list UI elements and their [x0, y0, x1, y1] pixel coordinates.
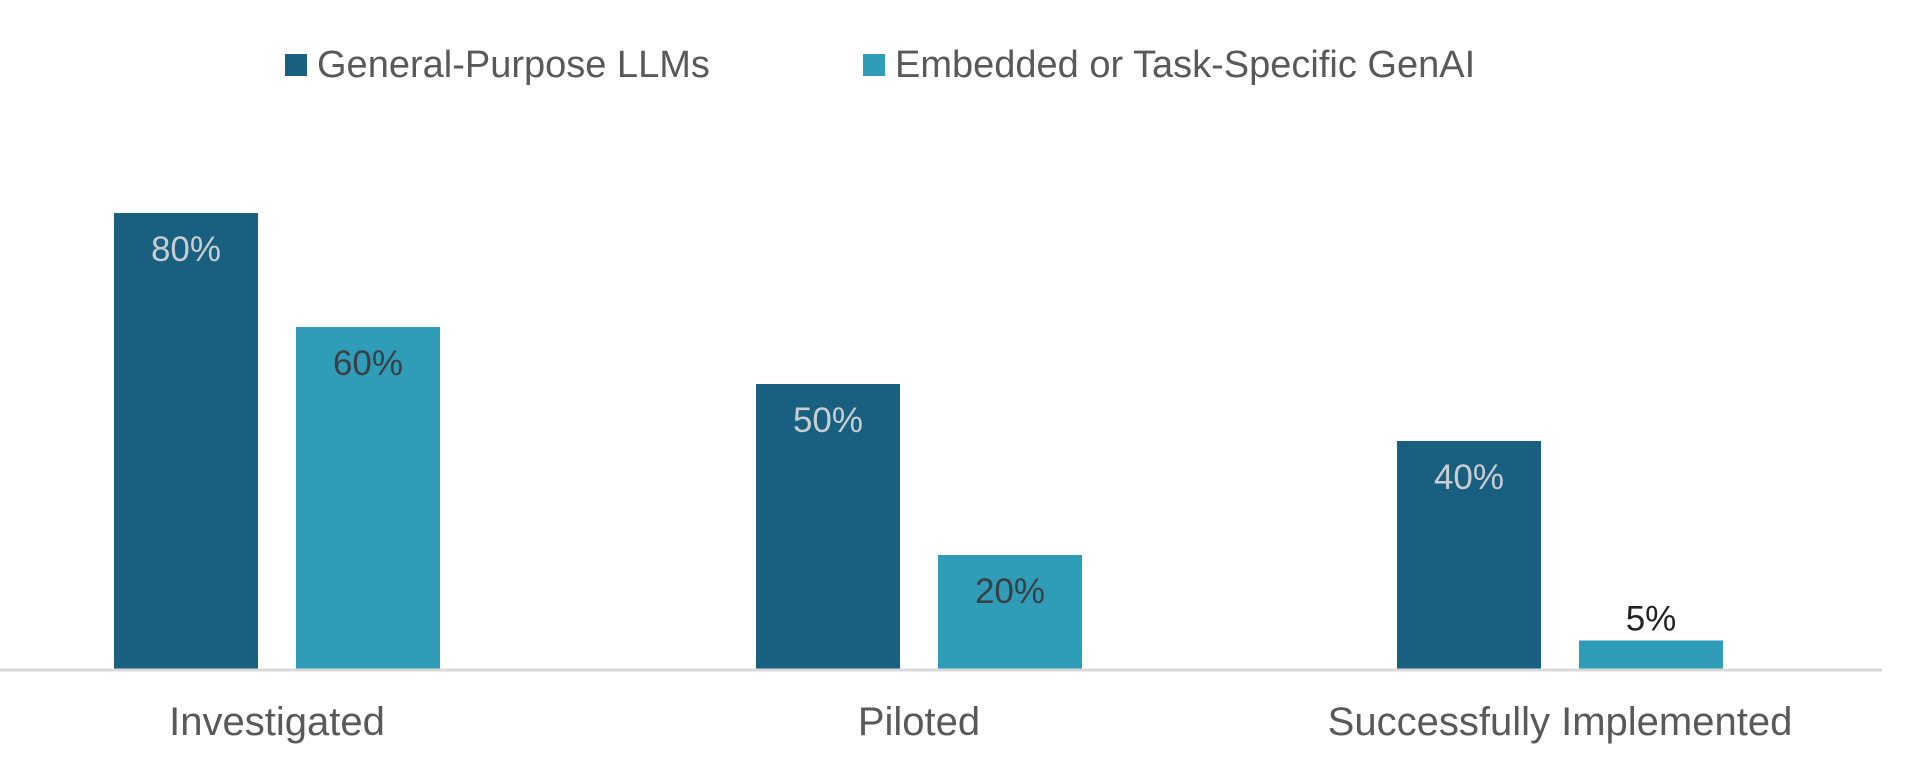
bar-successfully-implemented-series-1 — [1397, 441, 1541, 669]
data-label: 5% — [1626, 600, 1677, 639]
category-label: Investigated — [169, 700, 385, 744]
data-label: 60% — [333, 344, 403, 383]
bar-piloted-series-1 — [756, 384, 900, 669]
legend-swatch-1 — [285, 54, 307, 76]
data-label: 20% — [975, 572, 1045, 611]
legend-label-2: Embedded or Task-Specific GenAI — [895, 44, 1475, 86]
bar-investigated-series-2 — [296, 327, 440, 669]
legend-label-1: General-Purpose LLMs — [317, 44, 710, 86]
category-label: Piloted — [858, 700, 980, 744]
data-label: 50% — [793, 401, 863, 440]
data-label: 80% — [151, 230, 221, 269]
bar-investigated-series-1 — [114, 213, 258, 669]
bar-successfully-implemented-series-2 — [1579, 640, 1723, 669]
bar-piloted-series-2 — [938, 555, 1082, 669]
category-label: Successfully Implemented — [1328, 700, 1793, 744]
data-label: 40% — [1434, 458, 1504, 497]
legend-swatch-2 — [863, 54, 885, 76]
